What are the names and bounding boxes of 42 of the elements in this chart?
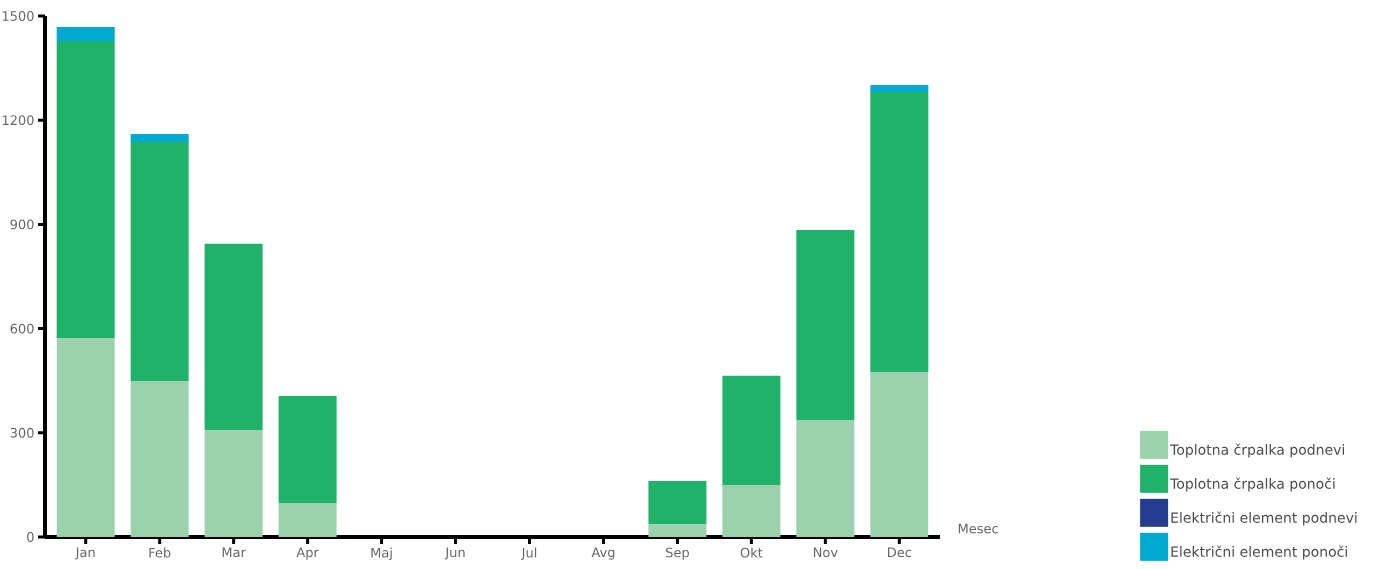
bar — [722, 484, 781, 537]
y-tick-label: 1200 — [2, 115, 34, 126]
x-tick-label: Mar — [222, 547, 246, 558]
legend-label: Električni element ponoči — [1171, 545, 1347, 560]
bar — [870, 92, 929, 372]
legend-label: Električni element podnevi — [1171, 511, 1357, 526]
x-tick-label: Jan — [75, 547, 95, 560]
legend-label: Toplotna črpalka podnevi — [1170, 443, 1344, 458]
x-tick-label: Okt — [740, 547, 763, 558]
bar — [648, 524, 707, 537]
bar — [722, 375, 781, 485]
x-tick-label: Nov — [813, 547, 838, 558]
bar — [278, 502, 337, 537]
bar — [796, 419, 855, 537]
y-tick-label: 1500 — [2, 11, 34, 21]
bar — [204, 243, 263, 431]
bar — [796, 229, 855, 420]
y-tick-label: 0 — [27, 532, 34, 542]
bar — [870, 85, 929, 93]
bar — [870, 372, 929, 537]
bar — [56, 27, 115, 41]
bar — [130, 142, 189, 382]
y-tick-label: 600 — [10, 323, 34, 334]
x-tick-label: Maj — [371, 547, 392, 561]
x-tick-label: Jul — [520, 547, 537, 560]
legend-label: Toplotna črpalka ponoči — [1170, 477, 1335, 492]
x-tick-label: Avg — [591, 547, 615, 560]
bar — [130, 381, 189, 537]
bar — [204, 430, 263, 537]
y-tick-label: 900 — [10, 219, 34, 230]
y-tick-label: 300 — [10, 427, 34, 438]
x-tick-label: Feb — [149, 547, 171, 558]
bar — [648, 481, 707, 525]
x-tick-label: Apr — [296, 547, 319, 560]
bar — [278, 395, 337, 503]
x-tick-label: Dec — [888, 547, 912, 558]
bar — [56, 41, 115, 338]
x-axis-title: Mesec — [958, 523, 998, 534]
x-tick-label: Sep — [666, 547, 689, 560]
bar — [130, 134, 189, 143]
x-tick-label: Jun — [444, 547, 465, 560]
bar — [56, 337, 115, 537]
